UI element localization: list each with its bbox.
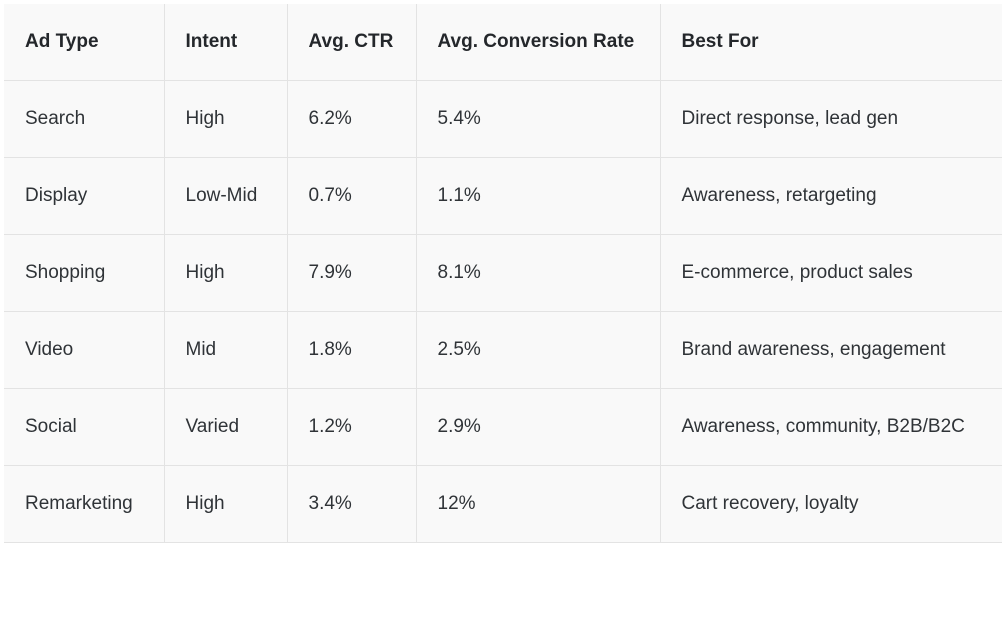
header-row: Ad Type Intent Avg. CTR Avg. Conversion Rat… xyxy=(4,4,1002,81)
table-cell: High xyxy=(163,465,288,543)
table-cell: Awareness, community, B2B/B2C xyxy=(659,388,1002,466)
table-cell: Social xyxy=(4,388,165,466)
header-cell: Best For xyxy=(659,4,1002,81)
table-cell: Mid xyxy=(163,311,288,389)
table-cell: 0.7% xyxy=(286,157,417,235)
table-cell: Search xyxy=(4,80,165,158)
header-cell: Ad Type xyxy=(4,4,165,81)
table-body: Search High 6.2% 5.4% Direct response, lead … xyxy=(4,80,1002,543)
table-cell: 6.2% xyxy=(286,80,417,158)
table-cell: High xyxy=(163,80,288,158)
table-cell: 2.9% xyxy=(415,388,661,466)
table-cell: Awareness, retargeting xyxy=(659,157,1002,235)
table-row: Display Low-Mid 0.7% 1.1% Awareness, retarge… xyxy=(4,157,1002,235)
table-row: Video Mid 1.8% 2.5% Brand awareness, engagem… xyxy=(4,311,1002,389)
table-cell: High xyxy=(163,234,288,312)
table-cell: 1.8% xyxy=(286,311,417,389)
table-cell: 1.1% xyxy=(415,157,661,235)
table-cell: Low-Mid xyxy=(163,157,288,235)
table-cell: 5.4% xyxy=(415,80,661,158)
table-cell: 3.4% xyxy=(286,465,417,543)
table-row: Search High 6.2% 5.4% Direct response, lead … xyxy=(4,80,1002,158)
header-cell: Intent xyxy=(163,4,288,81)
table-cell: Brand awareness, engagement xyxy=(659,311,1002,389)
table-cell: Remarketing xyxy=(4,465,165,543)
table-cell: Display xyxy=(4,157,165,235)
table-cell: Video xyxy=(4,311,165,389)
header-cell: Avg. CTR xyxy=(286,4,417,81)
table-cell: 12% xyxy=(415,465,661,543)
table-cell: E-commerce, product sales xyxy=(659,234,1002,312)
table-row: Shopping High 7.9% 8.1% E-commerce, product … xyxy=(4,234,1002,312)
table-cell: Direct response, lead gen xyxy=(659,80,1002,158)
table-row: Social Varied 1.2% 2.9% Awareness, community… xyxy=(4,388,1002,466)
header-cell: Avg. Conversion Rate xyxy=(415,4,661,81)
data-table: Ad Type Intent Avg. CTR Avg. Conversion Rat… xyxy=(4,4,1002,543)
table-cell: 8.1% xyxy=(415,234,661,312)
table-cell: 2.5% xyxy=(415,311,661,389)
table-container: Ad Type Intent Avg. CTR Avg. Conversion Rat… xyxy=(4,4,1002,642)
table-cell: 7.9% xyxy=(286,234,417,312)
table-cell: 1.2% xyxy=(286,388,417,466)
table-cell: Shopping xyxy=(4,234,165,312)
table-cell: Cart recovery, loyalty xyxy=(659,465,1002,543)
table-row: Remarketing High 3.4% 12% Cart recovery, loy… xyxy=(4,465,1002,543)
table-header: Ad Type Intent Avg. CTR Avg. Conversion Rat… xyxy=(4,4,1002,81)
table-cell: Varied xyxy=(163,388,288,466)
